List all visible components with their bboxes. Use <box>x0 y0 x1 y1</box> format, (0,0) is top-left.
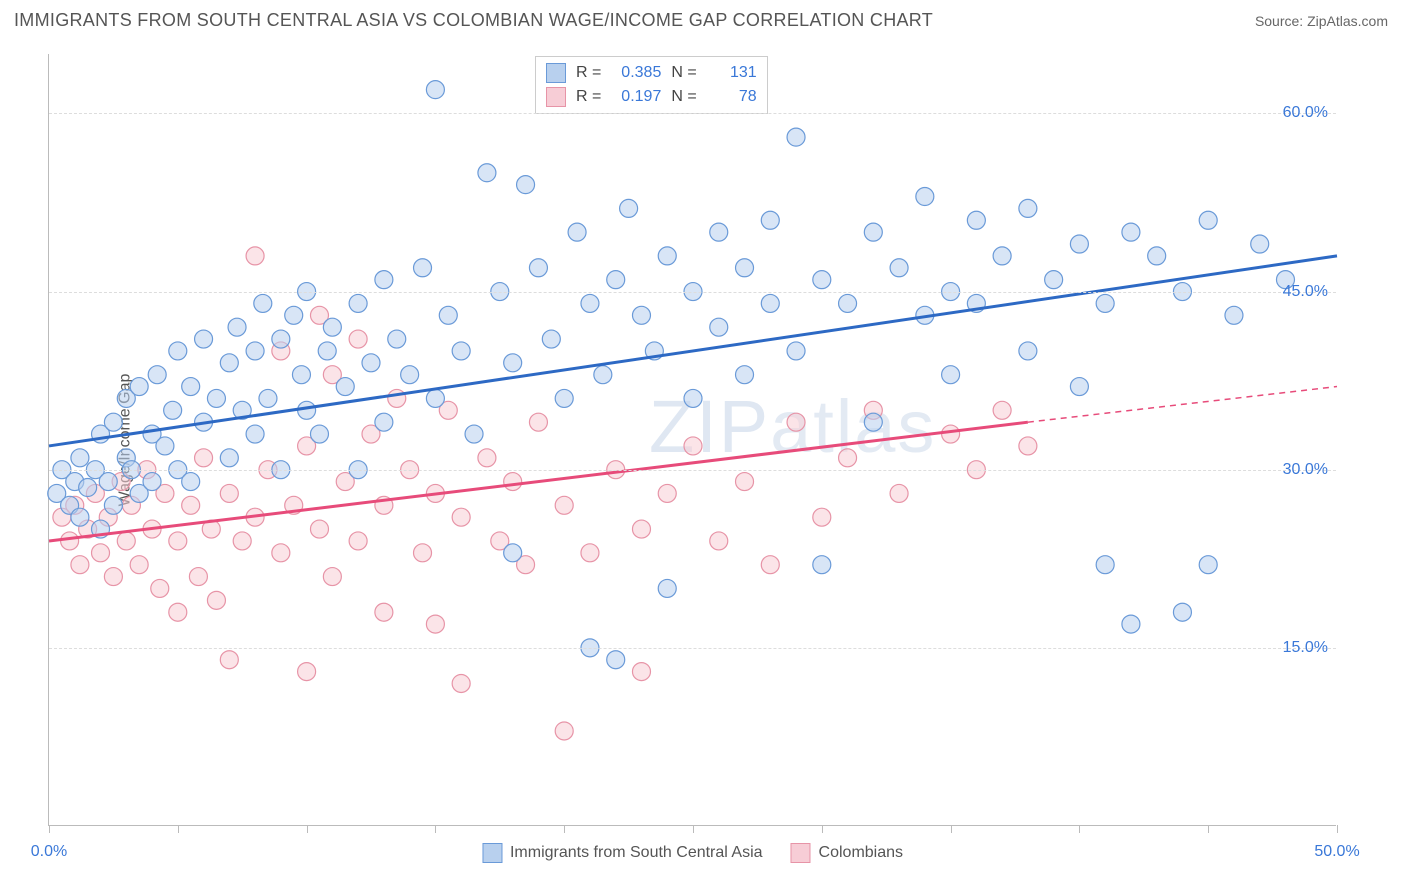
r-value-blue: 0.385 <box>611 64 661 82</box>
legend-series: Immigrants from South Central Asia Colom… <box>482 843 903 863</box>
legend-stats: R = 0.385 N = 131 R = 0.197 N = 78 <box>535 56 768 114</box>
x-tick-label: 50.0% <box>1314 843 1359 861</box>
x-tick-label: 0.0% <box>31 843 67 861</box>
chart-title: IMMIGRANTS FROM SOUTH CENTRAL ASIA VS CO… <box>14 10 933 31</box>
swatch-blue-bottom <box>482 843 502 863</box>
y-tick-label: 30.0% <box>1283 461 1328 479</box>
legend-label-pink: Colombians <box>819 844 903 862</box>
n-label: N = <box>671 88 696 106</box>
y-tick-label: 45.0% <box>1283 283 1328 301</box>
y-tick-label: 60.0% <box>1283 104 1328 122</box>
r-label: R = <box>576 64 601 82</box>
plot-svg <box>49 54 1336 825</box>
legend-item-blue: Immigrants from South Central Asia <box>482 843 763 863</box>
legend-stats-row-pink: R = 0.197 N = 78 <box>546 85 757 109</box>
source-label: Source: ZipAtlas.com <box>1255 13 1388 29</box>
n-label: N = <box>671 64 696 82</box>
legend-stats-row-blue: R = 0.385 N = 131 <box>546 61 757 85</box>
swatch-pink <box>546 87 566 107</box>
r-label: R = <box>576 88 601 106</box>
n-value-blue: 131 <box>707 64 757 82</box>
title-bar: IMMIGRANTS FROM SOUTH CENTRAL ASIA VS CO… <box>0 0 1406 37</box>
n-value-pink: 78 <box>707 88 757 106</box>
r-value-pink: 0.197 <box>611 88 661 106</box>
swatch-blue <box>546 63 566 83</box>
chart-area: Wage/Income Gap ZIPatlas R = 0.385 N = 1… <box>48 54 1336 826</box>
y-tick-label: 15.0% <box>1283 639 1328 657</box>
legend-label-blue: Immigrants from South Central Asia <box>510 844 763 862</box>
legend-item-pink: Colombians <box>791 843 903 863</box>
swatch-pink-bottom <box>791 843 811 863</box>
